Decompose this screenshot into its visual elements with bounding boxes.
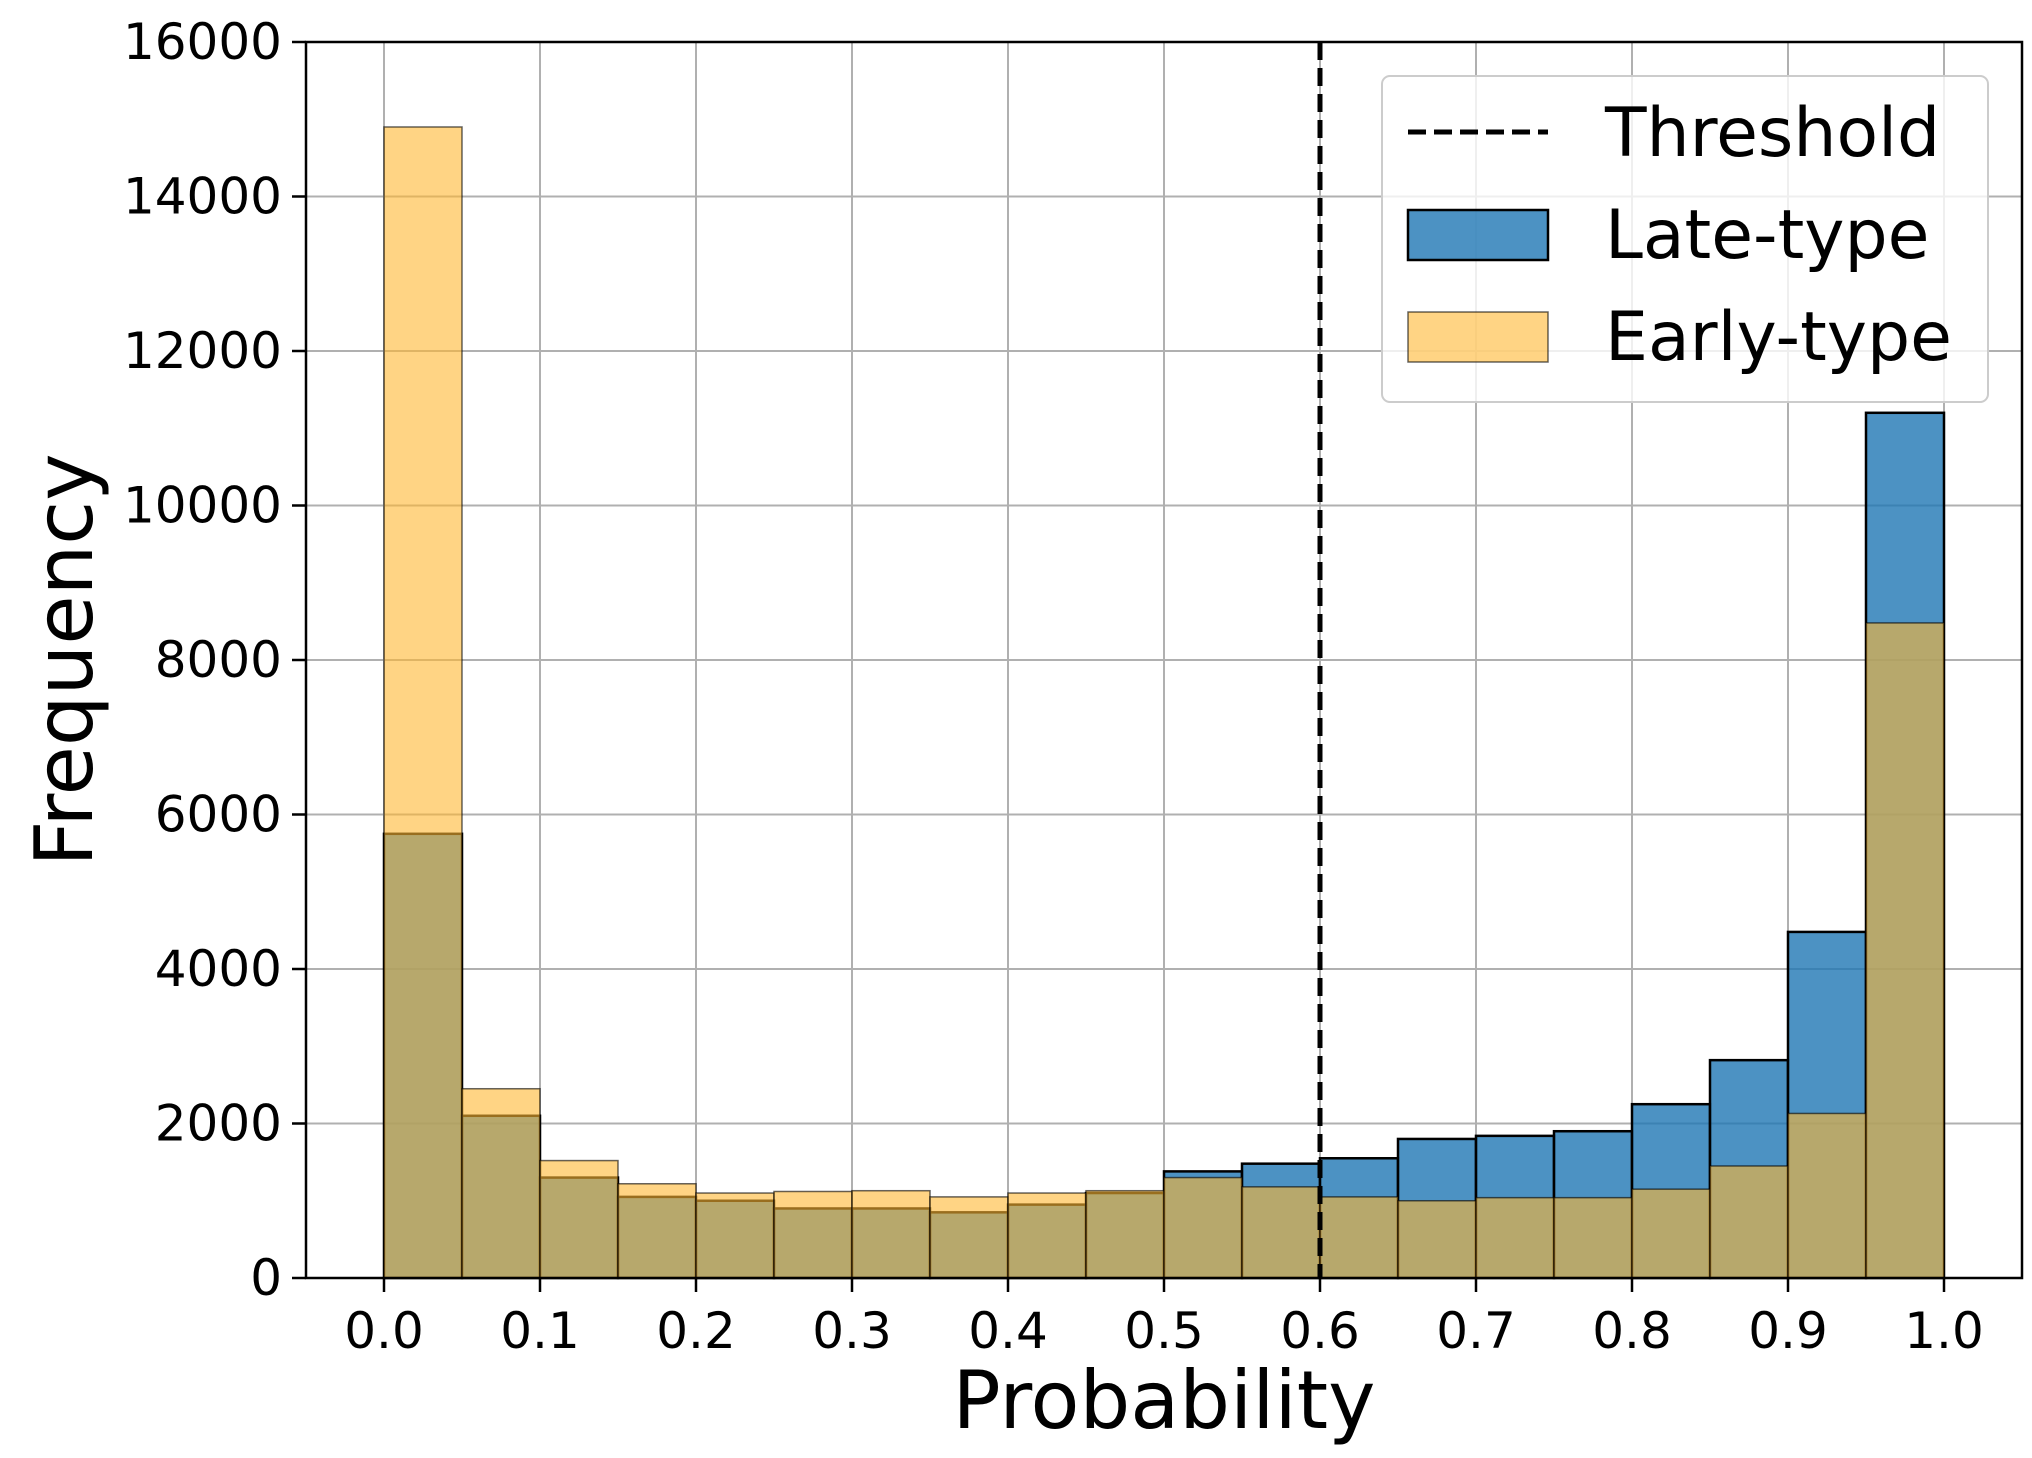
early-type-bar [1397,1200,1477,1279]
x-tick-label: 0.6 [1280,1302,1360,1360]
y-tick-label: 16000 [123,13,282,71]
x-tick-label: 1.0 [1904,1302,1984,1360]
y-tick-label: 0 [250,1249,282,1307]
y-tick-label: 2000 [155,1095,282,1153]
x-tick-label: 0.7 [1436,1302,1516,1360]
early-type-bar [1787,1112,1867,1279]
legend-early-type-label: Early-type [1605,298,1952,377]
early-type-bar [617,1183,697,1279]
early-type-bar [773,1190,853,1279]
x-tick-label: 0.9 [1748,1302,1828,1360]
early-type-bar [1007,1192,1087,1279]
early-type-bar [1553,1196,1633,1279]
legend-late-type-swatch [1406,208,1550,262]
x-tick-label: 0.4 [968,1302,1048,1360]
x-tick-label: 0.3 [812,1302,892,1360]
legend-late-type-label: Late-type [1605,196,1930,275]
y-tick-label: 6000 [155,786,282,844]
early-type-bar [461,1087,541,1279]
early-type-bar [1631,1188,1711,1279]
y-axis-ticks: 0 2000 4000 6000 8000 10000 12000 14000 16000 [123,13,306,1307]
early-type-bar [1163,1176,1243,1279]
x-axis-label: Probability [953,1354,1376,1447]
early-type-bar [383,126,463,1279]
y-tick-label: 10000 [123,477,282,535]
y-axis-label: Frequency [18,453,111,866]
early-type-bars [383,126,1945,1279]
y-tick-label: 14000 [123,168,282,226]
early-type-bar [1709,1165,1789,1279]
early-type-bar [851,1189,931,1279]
x-tick-label: 0.1 [500,1302,580,1360]
y-tick-label: 4000 [155,940,282,998]
x-tick-label: 0.5 [1124,1302,1204,1360]
y-tick-label: 12000 [123,322,282,380]
x-axis-ticks: 0.0 0.1 0.2 0.3 0.4 0.5 0.6 0.7 0.8 0.9 1.0 [344,1278,1984,1360]
x-tick-label: 0.8 [1592,1302,1672,1360]
early-type-bar [929,1196,1009,1279]
x-tick-label: 0.0 [344,1302,424,1360]
early-type-bar [1865,622,1945,1279]
legend: Threshold Late-type Early-type [1381,75,1989,403]
early-type-bar [695,1192,775,1279]
early-type-bar [1085,1189,1165,1279]
early-type-bar [539,1159,619,1279]
legend-threshold-label: Threshold [1604,94,1940,173]
x-tick-label: 0.2 [656,1302,736,1360]
early-type-bar [1241,1186,1321,1279]
early-type-bar [1319,1196,1399,1279]
legend-early-type-swatch [1407,311,1549,363]
early-type-bar [1475,1196,1555,1279]
y-tick-label: 8000 [155,631,282,689]
